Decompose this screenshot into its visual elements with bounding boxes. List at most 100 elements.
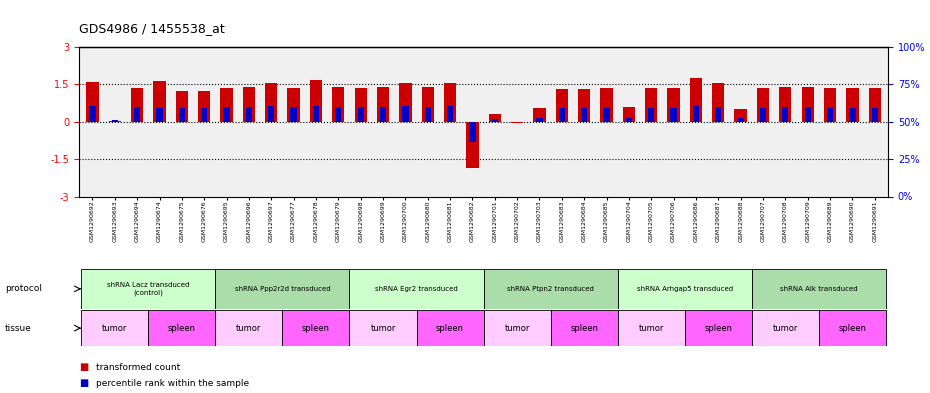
Bar [804,107,811,122]
Text: shRNA Lacz transduced
(control): shRNA Lacz transduced (control) [107,282,190,296]
Bar [684,310,751,346]
Bar [86,82,99,122]
Bar [265,83,277,122]
Bar [425,107,431,122]
Bar [623,107,635,122]
Bar [648,108,655,122]
Bar [216,310,283,346]
Bar [287,88,299,122]
Bar [581,108,588,122]
Bar [846,88,858,122]
Bar [671,108,677,122]
Text: transformed count: transformed count [96,363,180,372]
Bar [484,269,618,309]
Bar [357,107,364,122]
Bar [112,120,118,122]
Bar [134,107,140,122]
Bar [243,87,255,122]
Bar [312,106,319,122]
Text: spleen: spleen [302,324,330,332]
Bar [216,269,350,309]
Bar [403,106,408,122]
Bar [537,118,542,122]
Text: spleen: spleen [838,324,867,332]
Text: shRNA Ppp2r2d transduced: shRNA Ppp2r2d transduced [234,286,330,292]
Bar [201,108,207,122]
Bar [802,87,814,122]
Text: tumor: tumor [102,324,127,332]
Bar [715,107,722,122]
Bar [827,108,833,122]
Bar [751,269,886,309]
Bar [782,107,789,122]
Bar [511,122,524,123]
Bar [466,122,479,168]
Bar [751,310,818,346]
Bar [869,88,881,122]
Bar [131,88,143,122]
Text: spleen: spleen [704,324,732,332]
Bar [179,108,185,122]
Bar [350,310,417,346]
Bar [220,88,232,122]
Bar [350,269,484,309]
Text: shRNA Arhgap5 transduced: shRNA Arhgap5 transduced [637,286,733,292]
Bar [377,87,389,122]
Bar [578,90,591,122]
Bar [757,88,769,122]
Text: percentile rank within the sample: percentile rank within the sample [96,379,249,387]
Bar [379,107,386,122]
Bar [149,310,216,346]
Bar [668,88,680,122]
Bar [556,90,568,122]
Text: tissue: tissue [5,324,32,332]
Bar [618,310,684,346]
Bar [488,114,501,122]
Bar [354,88,366,122]
Text: tumor: tumor [639,324,664,332]
Text: protocol: protocol [5,285,42,293]
Text: spleen: spleen [570,324,598,332]
Bar [417,310,484,346]
Text: ■: ■ [79,378,88,388]
Bar [283,310,350,346]
Bar [156,108,163,122]
Bar [533,108,546,122]
Bar [399,83,411,122]
Bar [421,87,434,122]
Bar [310,79,322,122]
Text: GDS4986 / 1455538_at: GDS4986 / 1455538_at [79,22,225,35]
Bar [737,118,744,122]
Bar [176,91,188,122]
Bar [332,87,344,122]
Bar [760,108,766,122]
Text: shRNA Alk transduced: shRNA Alk transduced [780,286,857,292]
Text: shRNA Ptpn2 transduced: shRNA Ptpn2 transduced [507,286,594,292]
Bar [484,310,551,346]
Bar [551,310,618,346]
Bar [470,122,475,142]
Bar [223,107,230,122]
Bar [601,88,613,122]
Text: tumor: tumor [773,324,798,332]
Bar [735,109,747,122]
Bar [81,310,149,346]
Bar [690,78,702,122]
Bar [447,106,453,122]
Bar [559,108,565,122]
Bar [81,269,216,309]
Bar [693,106,699,122]
Bar [153,81,166,122]
Text: tumor: tumor [236,324,261,332]
Bar [626,118,632,122]
Bar [604,108,610,122]
Bar [618,269,751,309]
Bar [645,88,658,122]
Text: spleen: spleen [436,324,464,332]
Bar [109,121,121,122]
Text: spleen: spleen [167,324,196,332]
Text: ■: ■ [79,362,88,373]
Bar [712,83,724,122]
Bar [444,83,457,122]
Bar [335,107,341,122]
